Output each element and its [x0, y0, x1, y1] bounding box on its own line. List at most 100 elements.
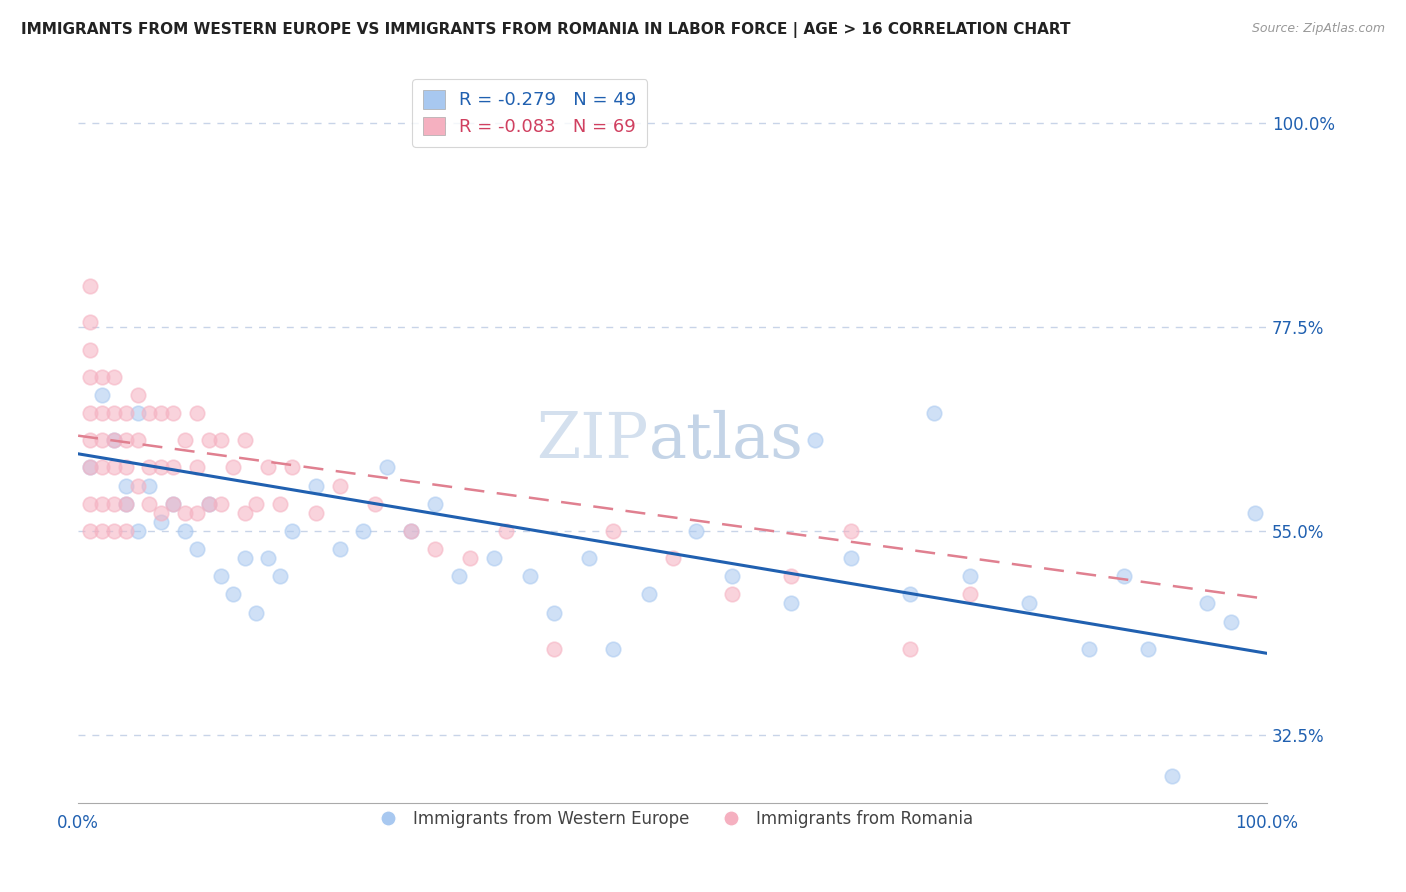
Point	[423, 542, 446, 557]
Point	[233, 506, 256, 520]
Point	[460, 551, 482, 566]
Point	[257, 551, 280, 566]
Point	[519, 569, 541, 583]
Point	[281, 524, 304, 538]
Point	[305, 506, 328, 520]
Point	[127, 478, 149, 492]
Point	[245, 606, 267, 620]
Point	[79, 343, 101, 357]
Point	[127, 388, 149, 402]
Point	[959, 569, 981, 583]
Point	[209, 497, 232, 511]
Point	[90, 388, 112, 402]
Point	[233, 551, 256, 566]
Point	[1220, 615, 1243, 629]
Point	[602, 641, 624, 656]
Point	[1244, 506, 1267, 520]
Point	[90, 433, 112, 447]
Point	[399, 524, 422, 538]
Point	[79, 497, 101, 511]
Point	[150, 460, 173, 475]
Point	[103, 433, 125, 447]
Text: atlas: atlas	[648, 409, 804, 471]
Point	[114, 478, 136, 492]
Point	[1018, 597, 1040, 611]
Point	[637, 587, 659, 601]
Point	[543, 641, 565, 656]
Point	[269, 497, 291, 511]
Point	[839, 551, 862, 566]
Point	[79, 406, 101, 420]
Point	[186, 542, 208, 557]
Point	[114, 497, 136, 511]
Point	[103, 433, 125, 447]
Point	[79, 315, 101, 329]
Point	[198, 433, 221, 447]
Point	[898, 641, 921, 656]
Point	[198, 497, 221, 511]
Point	[127, 433, 149, 447]
Text: ZIP: ZIP	[537, 409, 648, 471]
Point	[329, 542, 352, 557]
Point	[543, 606, 565, 620]
Point	[685, 524, 707, 538]
Point	[103, 460, 125, 475]
Point	[90, 406, 112, 420]
Point	[103, 497, 125, 511]
Text: Source: ZipAtlas.com: Source: ZipAtlas.com	[1251, 22, 1385, 36]
Point	[79, 433, 101, 447]
Point	[495, 524, 517, 538]
Point	[114, 460, 136, 475]
Point	[79, 279, 101, 293]
Point	[79, 460, 101, 475]
Point	[79, 524, 101, 538]
Point	[447, 569, 470, 583]
Point	[150, 506, 173, 520]
Point	[959, 587, 981, 601]
Point	[127, 406, 149, 420]
Point	[90, 524, 112, 538]
Point	[150, 406, 173, 420]
Point	[221, 460, 243, 475]
Point	[162, 497, 184, 511]
Point	[162, 497, 184, 511]
Point	[114, 433, 136, 447]
Point	[209, 433, 232, 447]
Point	[257, 460, 280, 475]
Point	[721, 587, 744, 601]
Point	[90, 497, 112, 511]
Point	[221, 587, 243, 601]
Point	[103, 406, 125, 420]
Point	[305, 478, 328, 492]
Point	[245, 497, 267, 511]
Point	[79, 369, 101, 384]
Point	[233, 433, 256, 447]
Point	[114, 406, 136, 420]
Point	[162, 406, 184, 420]
Point	[103, 369, 125, 384]
Point	[1160, 769, 1182, 783]
Point	[804, 433, 827, 447]
Point	[138, 460, 160, 475]
Point	[186, 406, 208, 420]
Point	[1114, 569, 1136, 583]
Point	[114, 497, 136, 511]
Point	[1197, 597, 1219, 611]
Point	[186, 460, 208, 475]
Point	[103, 524, 125, 538]
Point	[375, 460, 398, 475]
Point	[90, 369, 112, 384]
Point	[661, 551, 683, 566]
Point	[162, 460, 184, 475]
Point	[364, 497, 387, 511]
Point	[1137, 641, 1160, 656]
Point	[721, 569, 744, 583]
Point	[922, 406, 945, 420]
Point	[780, 597, 803, 611]
Point	[174, 433, 197, 447]
Point	[209, 569, 232, 583]
Legend: Immigrants from Western Europe, Immigrants from Romania: Immigrants from Western Europe, Immigran…	[366, 803, 980, 835]
Point	[399, 524, 422, 538]
Point	[138, 497, 160, 511]
Point	[780, 569, 803, 583]
